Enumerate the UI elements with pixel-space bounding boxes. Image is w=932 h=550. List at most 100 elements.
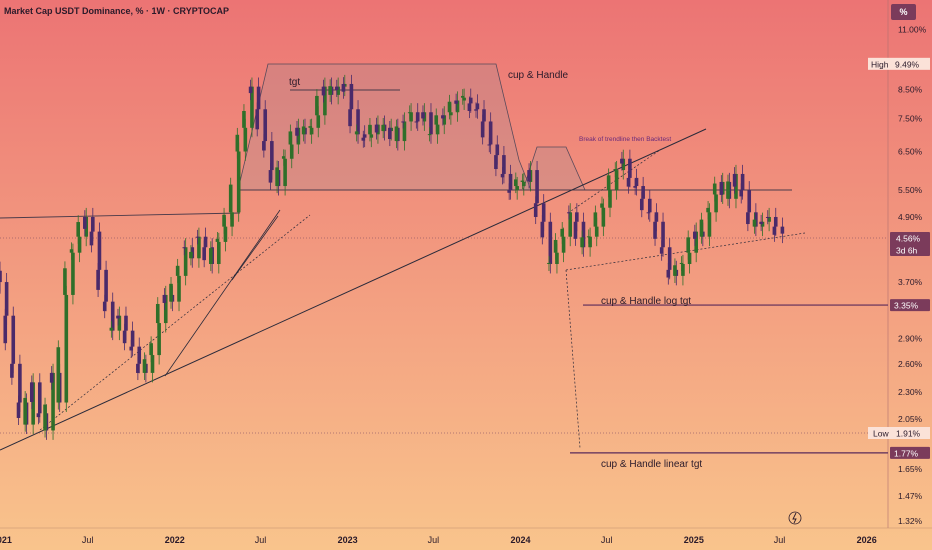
candle-body	[647, 198, 652, 213]
candle-body	[535, 170, 539, 204]
candle-body	[460, 95, 465, 98]
candle-body	[752, 219, 757, 227]
candle-body	[661, 221, 665, 248]
candle-body	[620, 158, 624, 164]
candle-body	[527, 170, 531, 182]
candle-body	[606, 175, 611, 191]
candle-body	[653, 221, 657, 239]
candle-body	[354, 131, 359, 135]
candle-body	[608, 190, 612, 208]
candle-body	[316, 115, 321, 128]
annotation-log-target: cup & Handle log tgt	[601, 296, 691, 307]
candle-body	[421, 112, 425, 119]
candle-body	[368, 124, 372, 135]
candle-body	[10, 363, 14, 378]
candle-body	[130, 330, 135, 347]
x-tick-label: 2026	[857, 535, 877, 545]
candle-body	[369, 134, 374, 138]
candle-body	[328, 86, 332, 95]
candle-body	[634, 177, 639, 187]
candle-body	[96, 269, 100, 290]
x-tick-label: 2023	[338, 535, 358, 545]
candle-body	[356, 109, 360, 135]
candle-body	[76, 222, 80, 237]
candle-body	[435, 124, 440, 135]
low-tag: Low	[873, 429, 889, 439]
target-linear-label-bg	[890, 446, 930, 459]
candle-body	[540, 221, 545, 238]
x-tick-label: 2021	[0, 535, 12, 545]
current-price-label: 4.56%	[896, 234, 921, 244]
current-price-countdown: 3d 6h	[896, 246, 918, 256]
annotation-cup-handle: cup & Handle	[508, 70, 568, 81]
candle-body	[732, 173, 737, 187]
candle-body	[673, 265, 677, 276]
candle-body	[37, 382, 42, 414]
candle-body	[639, 198, 644, 211]
candle-body	[91, 216, 95, 232]
candle-body	[256, 86, 261, 110]
chart-title: Market Cap USDT Dominance, % · 1W · CRYP…	[4, 6, 230, 16]
candle-body	[362, 134, 367, 138]
y-tick-label: 2.60%	[898, 359, 923, 369]
candle-body	[189, 251, 193, 259]
candle-body	[116, 315, 120, 319]
candle-body	[494, 155, 498, 170]
low-value: 1.91%	[896, 429, 921, 439]
candle-body	[681, 264, 685, 276]
dotted-channel-line	[39, 214, 311, 431]
candle-body	[427, 134, 432, 136]
x-tick-label: Jul	[774, 535, 786, 545]
candle-body	[707, 212, 712, 237]
percent-scale-button[interactable]: %	[891, 4, 916, 20]
candle-body	[3, 315, 8, 344]
candle-body	[580, 237, 584, 248]
y-tick-label: 6.50%	[898, 147, 923, 157]
candle-body	[454, 100, 458, 104]
candle-body	[754, 212, 758, 227]
candle-body	[561, 236, 566, 253]
candle-body	[409, 112, 413, 122]
candle-body	[142, 359, 147, 373]
candle-body	[502, 155, 506, 174]
candle-body	[301, 126, 306, 135]
candle-body	[699, 219, 704, 237]
candle-body	[315, 95, 319, 116]
candle-body	[541, 203, 546, 222]
candle-body	[772, 226, 777, 235]
y-tick-label: 8.50%	[898, 84, 923, 94]
high-value-bg	[890, 57, 930, 70]
candle-body	[401, 121, 405, 123]
candle-body	[197, 236, 201, 259]
candle-body	[29, 382, 34, 402]
candle-body	[51, 372, 55, 431]
x-tick-label: 2024	[510, 535, 530, 545]
y-tick-label: 11.00%	[898, 25, 927, 35]
candle-body	[712, 183, 717, 195]
candle-body	[388, 127, 392, 140]
candle-body	[495, 144, 500, 156]
candle-body	[263, 109, 268, 142]
candle-body	[203, 236, 208, 248]
wedge-line-lower	[164, 209, 281, 377]
candle-body	[31, 382, 35, 425]
candle-body	[633, 186, 637, 188]
candle-body	[548, 221, 553, 264]
candle-body	[83, 216, 87, 229]
candle-body	[275, 167, 279, 187]
candle-body	[23, 397, 27, 425]
candle-body	[507, 190, 511, 193]
candle-body	[36, 413, 41, 418]
projection-dotted	[565, 269, 581, 449]
candle-body	[348, 109, 352, 127]
candle-body	[89, 231, 94, 246]
y-tick-label: 3.70%	[898, 277, 923, 287]
candle-body	[341, 83, 346, 92]
y-tick-label: 1.47%	[898, 491, 923, 501]
candle-body	[447, 101, 452, 113]
candle-body	[169, 283, 173, 302]
candle-body	[654, 212, 659, 222]
candle-body	[104, 269, 108, 302]
candle-body	[0, 270, 2, 283]
